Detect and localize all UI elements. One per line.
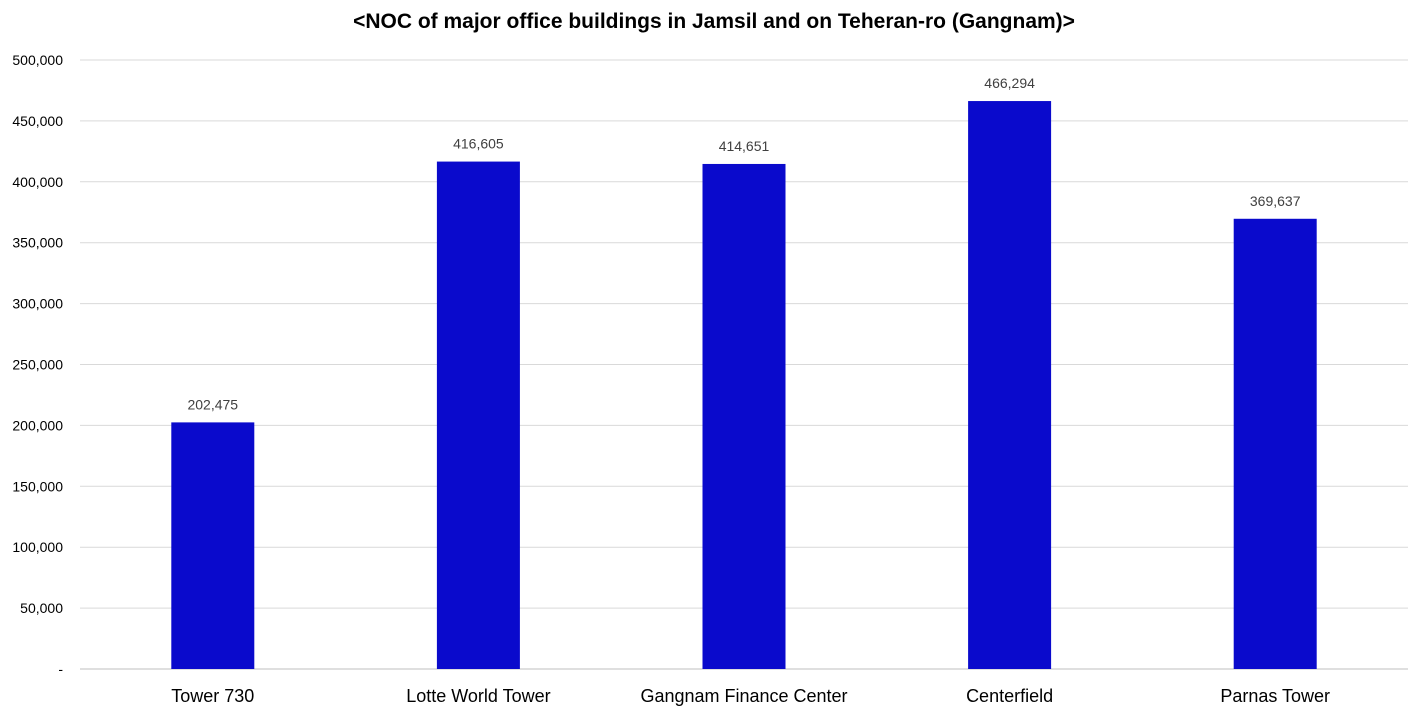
y-tick-label: 150,000 bbox=[12, 478, 63, 494]
data-label: 414,651 bbox=[719, 138, 770, 154]
data-label: 369,637 bbox=[1250, 193, 1301, 209]
chart-title: <NOC of major office buildings in Jamsil… bbox=[353, 10, 1075, 33]
x-tick-label: Parnas Tower bbox=[1220, 686, 1330, 706]
bar bbox=[968, 101, 1052, 670]
y-tick-label: - bbox=[58, 661, 63, 677]
y-tick-label: 400,000 bbox=[12, 174, 63, 190]
x-tick-label: Gangnam Finance Center bbox=[640, 686, 847, 706]
y-tick-label: 50,000 bbox=[20, 600, 63, 616]
bar bbox=[1233, 218, 1317, 669]
y-tick-label: 100,000 bbox=[12, 539, 63, 555]
data-label: 466,294 bbox=[984, 75, 1035, 91]
y-tick-label: 500,000 bbox=[12, 52, 63, 68]
data-label: 416,605 bbox=[453, 136, 504, 152]
x-tick-label: Tower 730 bbox=[171, 686, 254, 706]
y-tick-label: 250,000 bbox=[12, 357, 63, 373]
x-tick-label: Centerfield bbox=[966, 686, 1053, 706]
data-label: 202,475 bbox=[187, 396, 238, 412]
y-tick-label: 450,000 bbox=[12, 113, 63, 129]
y-tick-label: 300,000 bbox=[12, 296, 63, 312]
bar bbox=[436, 161, 520, 669]
y-tick-label: 350,000 bbox=[12, 235, 63, 251]
y-tick-label: 200,000 bbox=[12, 417, 63, 433]
bar bbox=[702, 163, 786, 669]
bar bbox=[171, 422, 255, 669]
x-tick-label: Lotte World Tower bbox=[406, 686, 550, 706]
